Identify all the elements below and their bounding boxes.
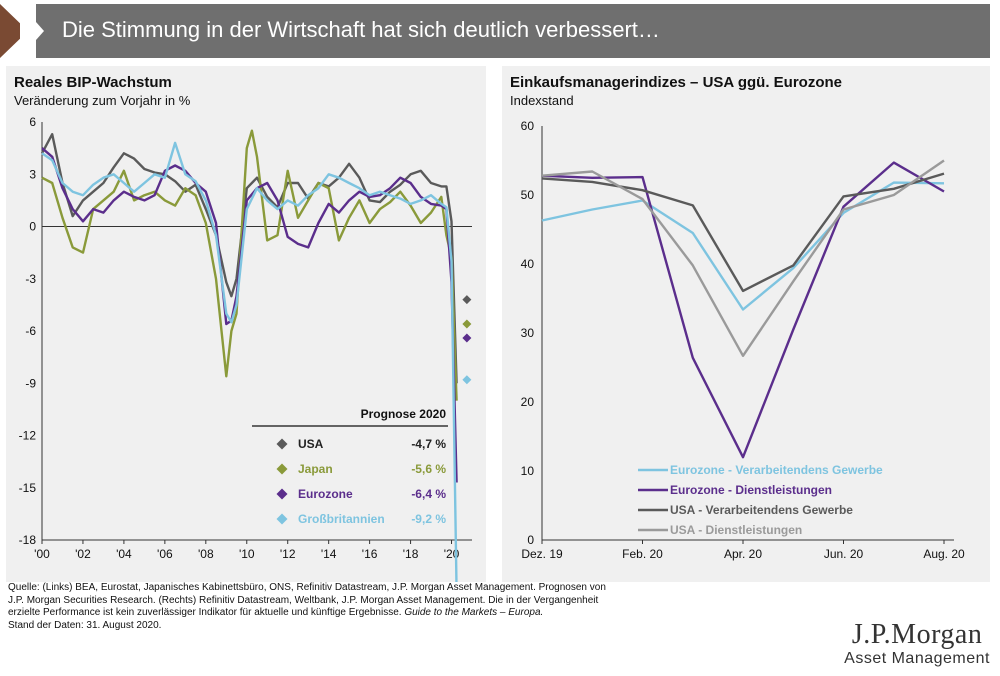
- pmi-legend-label-usa_light: USA - Dienstleistungen: [670, 523, 802, 537]
- header-arrow-inner: [20, 4, 44, 58]
- pmi-chart-subtitle: Indexstand: [510, 93, 574, 108]
- gdp-x-tick-label: '12: [280, 547, 296, 561]
- gdp-y-tick-label: 3: [29, 167, 36, 181]
- pmi-legend-label-uk: Eurozone - Verarbeitendens Gewerbe: [670, 463, 883, 477]
- gdp-y-tick-label: -12: [19, 429, 37, 443]
- pmi-y-tick-label: 20: [521, 395, 535, 409]
- jpmorgan-logo: J.P.Morgan Asset Management: [844, 620, 990, 668]
- source-note: Quelle: (Links) BEA, Eurostat, Japanisch…: [8, 582, 708, 632]
- gdp-legend-value-uk: -9,2 %: [411, 512, 446, 526]
- gdp-series-usa: [40, 132, 458, 384]
- pmi-y-tick-label: 40: [521, 257, 535, 271]
- gdp-legend-label-uk: Großbritannien: [298, 512, 385, 526]
- gdp-y-tick-label: 6: [29, 115, 36, 129]
- source-line-4: Stand der Daten: 31. August 2020.: [8, 619, 162, 631]
- gdp-x-tick-label: '06: [157, 547, 173, 561]
- gdp-forecast-marker-uk: [462, 375, 472, 385]
- gdp-y-tick-label: -3: [25, 272, 36, 286]
- gdp-legend-value-usa: -4,7 %: [411, 437, 446, 451]
- pmi-chart-title: Einkaufsmanagerindizes – USA ggü. Eurozo…: [510, 74, 843, 91]
- brand-name: J.P.Morgan: [851, 619, 983, 650]
- gdp-forecast-marker-usa: [462, 295, 472, 305]
- pmi-x-tick-label: Dez. 19: [521, 547, 563, 561]
- gdp-forecast-marker-eurozone: [462, 333, 472, 343]
- gdp-legend-title: Prognose 2020: [361, 407, 447, 421]
- gdp-forecast-marker-japan: [462, 319, 472, 329]
- pmi-x-tick-label: Jun. 20: [824, 547, 864, 561]
- gdp-x-tick-label: '14: [321, 547, 337, 561]
- gdp-chart-panel: 6 3 0 -3 -6 -9 -12 -15 -18'00 '02 '04 '06 '08 '10 '12 '…: [6, 66, 486, 582]
- gdp-y-tick-label: -18: [19, 533, 37, 547]
- gdp-chart-subtitle: Veränderung zum Vorjahr in %: [14, 93, 191, 108]
- pmi-x-tick-label: Aug. 20: [923, 547, 965, 561]
- header: Die Stimmung in der Wirtschaft hat sich …: [0, 0, 1000, 62]
- gdp-y-tick-label: -9: [25, 376, 36, 390]
- gdp-x-tick-label: '02: [75, 547, 91, 561]
- gdp-x-tick-label: '08: [198, 547, 214, 561]
- brand-sub: Asset Management: [844, 650, 990, 667]
- pmi-y-tick-label: 60: [521, 119, 535, 133]
- gdp-x-tick-label: '04: [116, 547, 132, 561]
- source-line-1: Quelle: (Links) BEA, Eurostat, Japanisch…: [8, 582, 606, 593]
- gdp-legend-marker-usa: [276, 438, 288, 450]
- pmi-series-uk: [541, 181, 945, 311]
- pmi-x-tick-label: Apr. 20: [724, 547, 762, 561]
- pmi-series-usa: [541, 172, 945, 293]
- pmi-x-tick-label: Feb. 20: [622, 547, 663, 561]
- pmi-legend-label-usa: USA - Verarbeitendens Gewerbe: [670, 503, 853, 517]
- gdp-chart: 6 3 0 -3 -6 -9 -12 -15 -18'00 '02 '04 '06 '08 '10 '12 '…: [19, 115, 472, 582]
- gdp-series-japan: [41, 129, 458, 401]
- gdp-chart-title: Reales BIP-Wachstum: [14, 74, 172, 91]
- gdp-x-tick-label: '18: [403, 547, 419, 561]
- pmi-series-usa_light: [541, 159, 945, 357]
- pmi-y-tick-label: 30: [521, 326, 535, 340]
- pmi-y-tick-label: 0: [527, 533, 534, 547]
- gdp-series-eurozone: [41, 147, 458, 483]
- pmi-y-tick-label: 50: [521, 188, 535, 202]
- gdp-y-tick-label: -15: [19, 481, 37, 495]
- gdp-y-tick-label: -6: [25, 324, 36, 338]
- gdp-legend-label-eurozone: Eurozone: [298, 487, 353, 501]
- gdp-legend-value-eurozone: -6,4 %: [411, 487, 446, 501]
- gdp-series-uk: [41, 141, 458, 582]
- gdp-legend-marker-japan: [276, 463, 288, 475]
- gdp-legend-value-japan: -5,6 %: [411, 462, 446, 476]
- gdp-x-tick-label: '16: [362, 547, 378, 561]
- gdp-legend-label-usa: USA: [298, 437, 324, 451]
- gdp-legend-label-japan: Japan: [298, 462, 333, 476]
- source-line-3-italic: Guide to the Markets – Europa.: [404, 607, 544, 618]
- page-title: Die Stimmung in der Wirtschaft hat sich …: [62, 17, 660, 42]
- source-line-2: J.P. Morgan Securities Research. (Rechts…: [8, 594, 599, 606]
- source-line-3: erzielte Performance ist kein zuverlässi…: [8, 607, 402, 618]
- pmi-series-eurozone: [541, 161, 945, 459]
- gdp-y-tick-label: 0: [29, 220, 36, 234]
- gdp-legend-marker-uk: [276, 513, 288, 525]
- header-bar: [36, 4, 990, 58]
- gdp-legend-marker-eurozone: [276, 488, 288, 500]
- pmi-chart-panel: 60 50 40 30 20 10 0 Dez. 19 Feb. 20 Apr. 20 Jun. 2…: [502, 66, 990, 582]
- pmi-y-tick-label: 10: [521, 464, 535, 478]
- gdp-x-tick-label: '00: [34, 547, 50, 561]
- gdp-x-tick-label: '10: [239, 547, 255, 561]
- pmi-legend-label-eurozone: Eurozone - Dienstleistungen: [670, 483, 832, 497]
